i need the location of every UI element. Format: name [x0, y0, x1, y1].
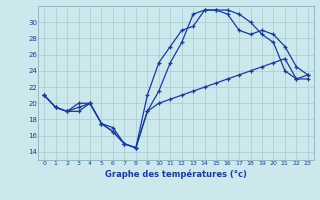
X-axis label: Graphe des températures (°c): Graphe des températures (°c): [105, 169, 247, 179]
